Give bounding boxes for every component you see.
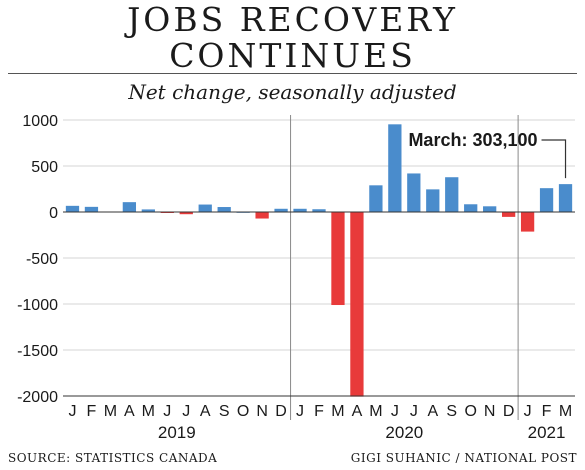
- month-tick-label: J: [163, 403, 171, 420]
- month-tick-label: S: [219, 403, 230, 420]
- bar: [84, 206, 99, 212]
- month-tick-label: M: [104, 403, 117, 420]
- month-tick-label: J: [524, 403, 532, 420]
- y-tick-label: 0: [49, 205, 58, 222]
- y-tick-label: 500: [31, 159, 58, 176]
- bar: [312, 209, 326, 212]
- month-tick-label: A: [352, 403, 363, 420]
- title-divider: [8, 73, 577, 74]
- bar: [217, 207, 231, 212]
- month-tick-label: D: [275, 403, 287, 420]
- bar: [464, 204, 478, 212]
- y-tick-label: -500: [26, 251, 58, 268]
- month-tick-label: S: [446, 403, 457, 420]
- bar: [141, 209, 155, 212]
- month-tick-label: J: [296, 403, 304, 420]
- bar: [445, 177, 459, 212]
- credit-note: GIGI SUHANIC / NATIONAL POST: [350, 451, 577, 465]
- month-tick-label: M: [559, 403, 572, 420]
- month-tick-label: J: [68, 403, 76, 420]
- chart-subtitle: Net change, seasonally adjusted: [128, 80, 457, 104]
- bar: [293, 208, 307, 212]
- month-tick-label: A: [124, 403, 135, 420]
- axes: [63, 211, 575, 397]
- month-tick-label: A: [200, 403, 211, 420]
- bar: [520, 212, 535, 232]
- month-tick-label: M: [142, 403, 155, 420]
- bar: [407, 173, 421, 212]
- bar: [388, 124, 402, 212]
- bar: [122, 202, 137, 212]
- year-label: 2019: [158, 423, 196, 442]
- annotation-label: March: 303,100: [408, 130, 537, 150]
- month-tick-label: M: [369, 403, 382, 420]
- month-tick-label: D: [503, 403, 515, 420]
- year-label: 2021: [528, 423, 566, 442]
- month-tick-label: A: [427, 403, 438, 420]
- bar: [483, 206, 497, 212]
- month-tick-label: J: [182, 403, 190, 420]
- month-tick-label: N: [484, 403, 496, 420]
- month-tick-label: O: [237, 403, 249, 420]
- title-line-2: CONTINUES: [169, 36, 416, 75]
- month-tick-label: J: [410, 403, 418, 420]
- bars: [65, 124, 573, 397]
- bar: [426, 189, 440, 212]
- month-tick-label: F: [87, 403, 97, 420]
- month-tick-label: O: [464, 403, 476, 420]
- y-tick-label: -2000: [17, 389, 58, 406]
- bar: [558, 184, 573, 212]
- year-label: 2020: [385, 423, 423, 442]
- title-line-1: JOBS RECOVERY: [127, 0, 458, 39]
- y-tick-label: -1500: [17, 343, 58, 360]
- bar: [539, 188, 554, 212]
- bar: [255, 212, 269, 219]
- chart-title: JOBS RECOVERY CONTINUES: [0, 2, 585, 74]
- month-tick-label: F: [542, 403, 552, 420]
- annotation-leader-line: [541, 139, 567, 179]
- annotation: March: 303,100: [408, 130, 567, 179]
- y-tick-label: -1000: [17, 297, 58, 314]
- source-note: SOURCE: STATISTICS CANADA: [8, 451, 218, 465]
- bar: [274, 208, 288, 212]
- bar: [501, 212, 516, 217]
- y-tick-label: 1000: [22, 113, 58, 130]
- month-tick-label: F: [314, 403, 324, 420]
- month-tick-label: J: [391, 403, 399, 420]
- bar: [369, 185, 383, 212]
- gridlines: [63, 115, 575, 420]
- bar: [331, 212, 345, 306]
- bar: [179, 212, 193, 215]
- bar: [198, 204, 212, 212]
- month-tick-label: M: [331, 403, 344, 420]
- month-tick-label: N: [256, 403, 268, 420]
- bar: [350, 212, 364, 397]
- bar: [65, 205, 80, 212]
